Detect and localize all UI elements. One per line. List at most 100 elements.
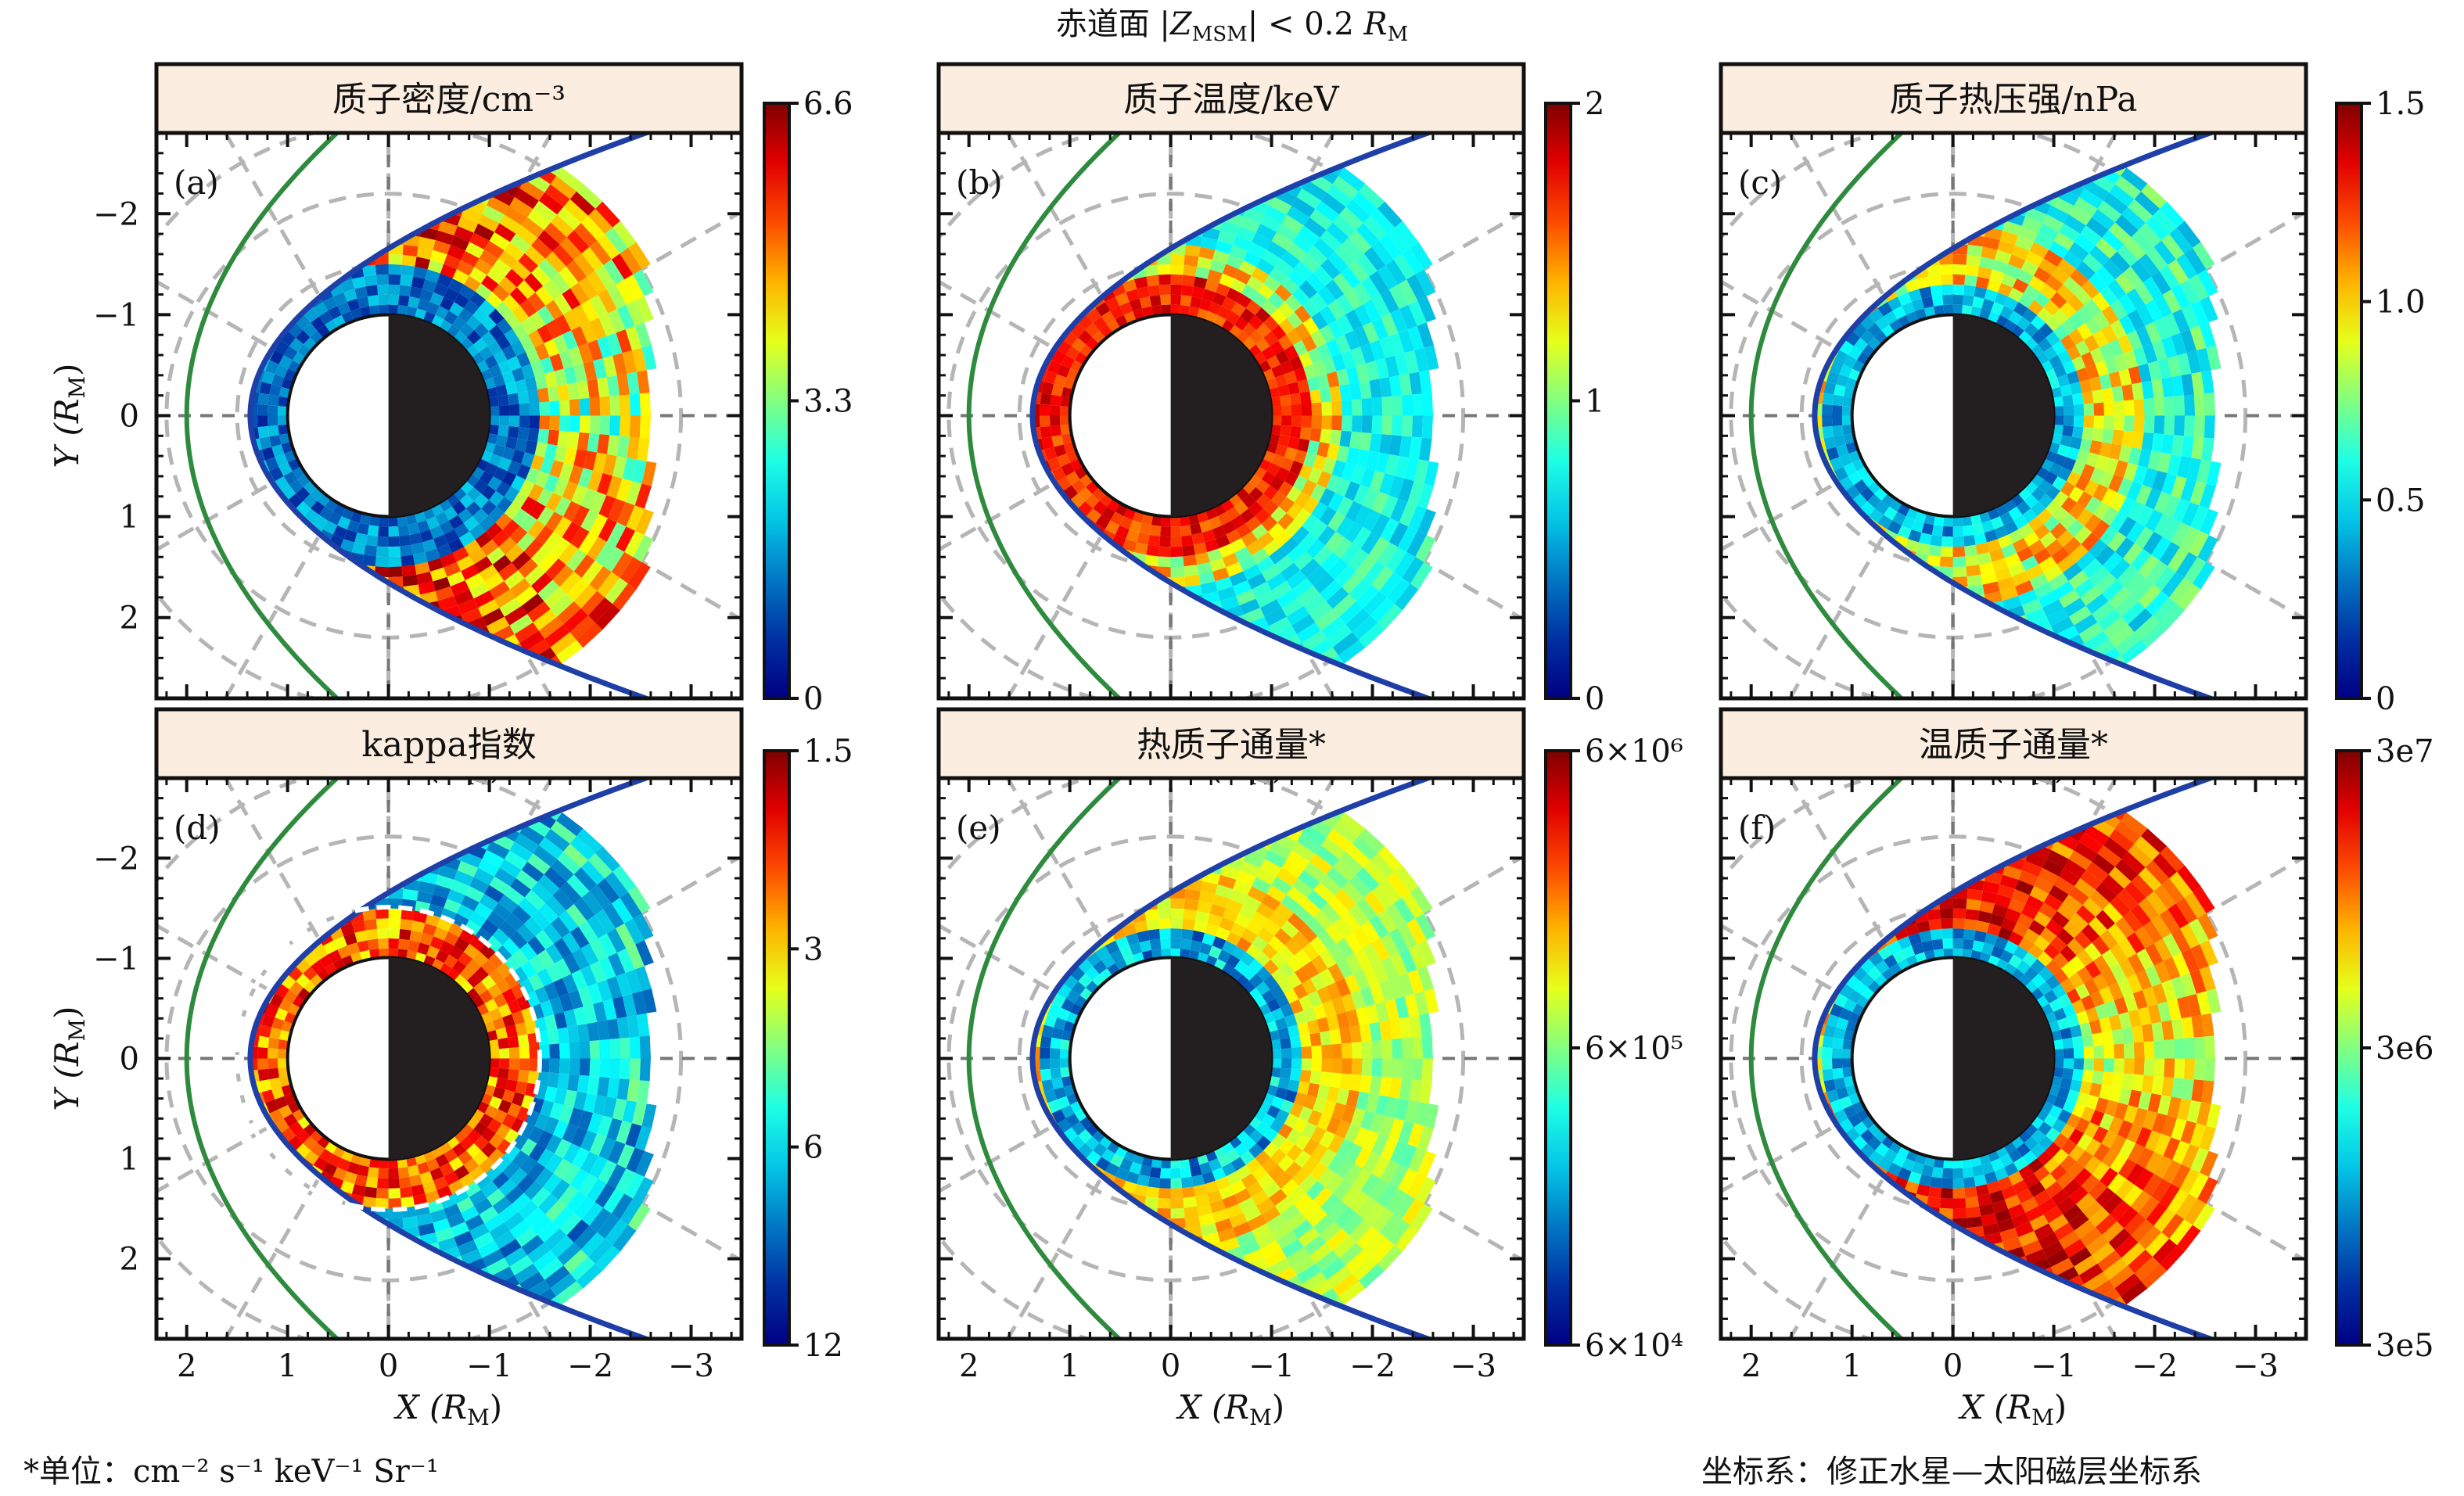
heatmap-cell <box>479 1113 494 1128</box>
heatmap-cell <box>277 406 289 416</box>
heatmap-cell <box>545 319 562 339</box>
heatmap-cell <box>563 447 577 465</box>
heatmap-cell <box>2135 282 2154 305</box>
heatmap-cell <box>1934 616 1953 628</box>
heatmap-cell <box>1198 572 1216 585</box>
heatmap-cell <box>409 654 433 667</box>
heatmap-cell <box>1371 566 1394 591</box>
heatmap-cell <box>869 363 882 390</box>
heatmap-cell <box>1158 546 1171 558</box>
heatmap-cell <box>2024 493 2039 509</box>
heatmap-cell <box>1701 372 1714 395</box>
heatmap-cell <box>343 664 367 677</box>
heatmap-cell <box>2085 364 2099 379</box>
heatmap-cell <box>2135 325 2153 347</box>
heatmap-cell <box>1216 282 1230 297</box>
heatmap-cell <box>2117 294 2137 315</box>
heatmap-cell <box>307 580 327 596</box>
heatmap-cell <box>1691 562 1714 590</box>
heatmap-cell <box>1424 461 1439 486</box>
colorbar-tick-label: 6.6 <box>803 86 853 122</box>
heatmap-cell <box>1952 152 1976 164</box>
heatmap-cell <box>337 945 351 959</box>
heatmap-cell <box>343 572 361 585</box>
heatmap-cell <box>1320 387 1332 403</box>
heatmap-cell <box>918 248 939 274</box>
heatmap-cell <box>1908 246 1925 260</box>
heatmap-cell <box>570 282 590 305</box>
heatmap-cell <box>1724 289 1743 313</box>
heatmap-cell <box>371 606 389 618</box>
heatmap-cell <box>1146 274 1159 287</box>
y-axis-label: Y (RM) <box>48 363 90 468</box>
heatmap-cell <box>1887 520 1902 535</box>
heatmap-cell <box>2102 429 2114 444</box>
heatmap-cell <box>630 393 641 416</box>
heatmap-cell <box>2018 589 2038 606</box>
heatmap-cell <box>2177 221 2201 248</box>
heatmap-cell <box>1796 520 1814 539</box>
heatmap-cell <box>2153 208 2178 235</box>
heatmap-cell <box>1193 542 1208 555</box>
heatmap-cell <box>487 547 505 565</box>
heatmap-cell <box>1252 524 1268 540</box>
heatmap-cell <box>1903 134 1930 148</box>
heatmap-cell <box>1680 486 1697 512</box>
heatmap-cell <box>1842 424 1854 436</box>
heatmap-cell <box>499 597 522 617</box>
heatmap-cell <box>2008 287 2024 303</box>
heatmap-cell <box>2110 511 2128 532</box>
heatmap-cell <box>250 526 268 544</box>
heatmap-cell <box>1722 234 1744 260</box>
heatmap-cell <box>1388 475 1405 499</box>
heatmap-cell <box>537 488 553 507</box>
heatmap-cell <box>316 605 336 621</box>
heatmap-cell <box>372 587 389 597</box>
heatmap-cell <box>597 377 610 397</box>
heatmap-cell <box>296 329 311 345</box>
heatmap-cell <box>250 170 253 192</box>
heatmap-cell <box>1784 371 1798 388</box>
heatmap-cell <box>1115 206 1136 221</box>
heatmap-cell <box>484 355 498 369</box>
heatmap-cell <box>2099 442 2112 457</box>
heatmap-cell <box>1356 584 1380 608</box>
heatmap-cell <box>487 1067 499 1078</box>
heatmap-cell <box>1047 360 1061 375</box>
heatmap-cell <box>444 310 458 325</box>
heatmap-cell <box>1278 334 1293 350</box>
heatmap-cell <box>2200 508 2218 536</box>
heatmap-cell <box>1822 426 1834 439</box>
heatmap-cell <box>1263 274 1281 292</box>
heatmap-cell <box>1339 384 1352 401</box>
heatmap-cell <box>1188 306 1200 318</box>
heatmap-cell <box>2191 371 2204 395</box>
heatmap-cell <box>566 230 590 253</box>
heatmap-cell <box>1872 235 1891 251</box>
heatmap-cell <box>1043 371 1058 385</box>
heatmap-cell <box>527 292 546 312</box>
heatmap-cell <box>2101 488 2117 507</box>
heatmap-cell <box>556 640 584 664</box>
heatmap-cell <box>1248 486 1264 502</box>
heatmap-cell <box>1299 427 1312 440</box>
heatmap-cell <box>1098 561 1115 577</box>
heatmap-cell <box>523 272 544 292</box>
heatmap-cell <box>1890 640 1913 655</box>
heatmap-cell <box>1319 488 1335 507</box>
heatmap-cell <box>1821 519 1839 537</box>
heatmap-cell <box>578 343 594 364</box>
heatmap-cell <box>552 244 574 267</box>
heatmap-cell <box>595 604 620 630</box>
heatmap-cell <box>2110 558 2131 580</box>
heatmap-cell <box>1004 306 1022 325</box>
heatmap-cell <box>2028 516 2044 532</box>
heatmap-cell <box>196 237 217 260</box>
heatmap-cell <box>2197 535 2218 562</box>
heatmap-cell <box>1032 558 1041 579</box>
heatmap-cell <box>419 529 433 543</box>
heatmap-cell <box>496 481 511 497</box>
heatmap-cell <box>1191 533 1205 545</box>
heatmap-cell <box>1307 467 1323 484</box>
heatmap-cell <box>1248 314 1264 330</box>
